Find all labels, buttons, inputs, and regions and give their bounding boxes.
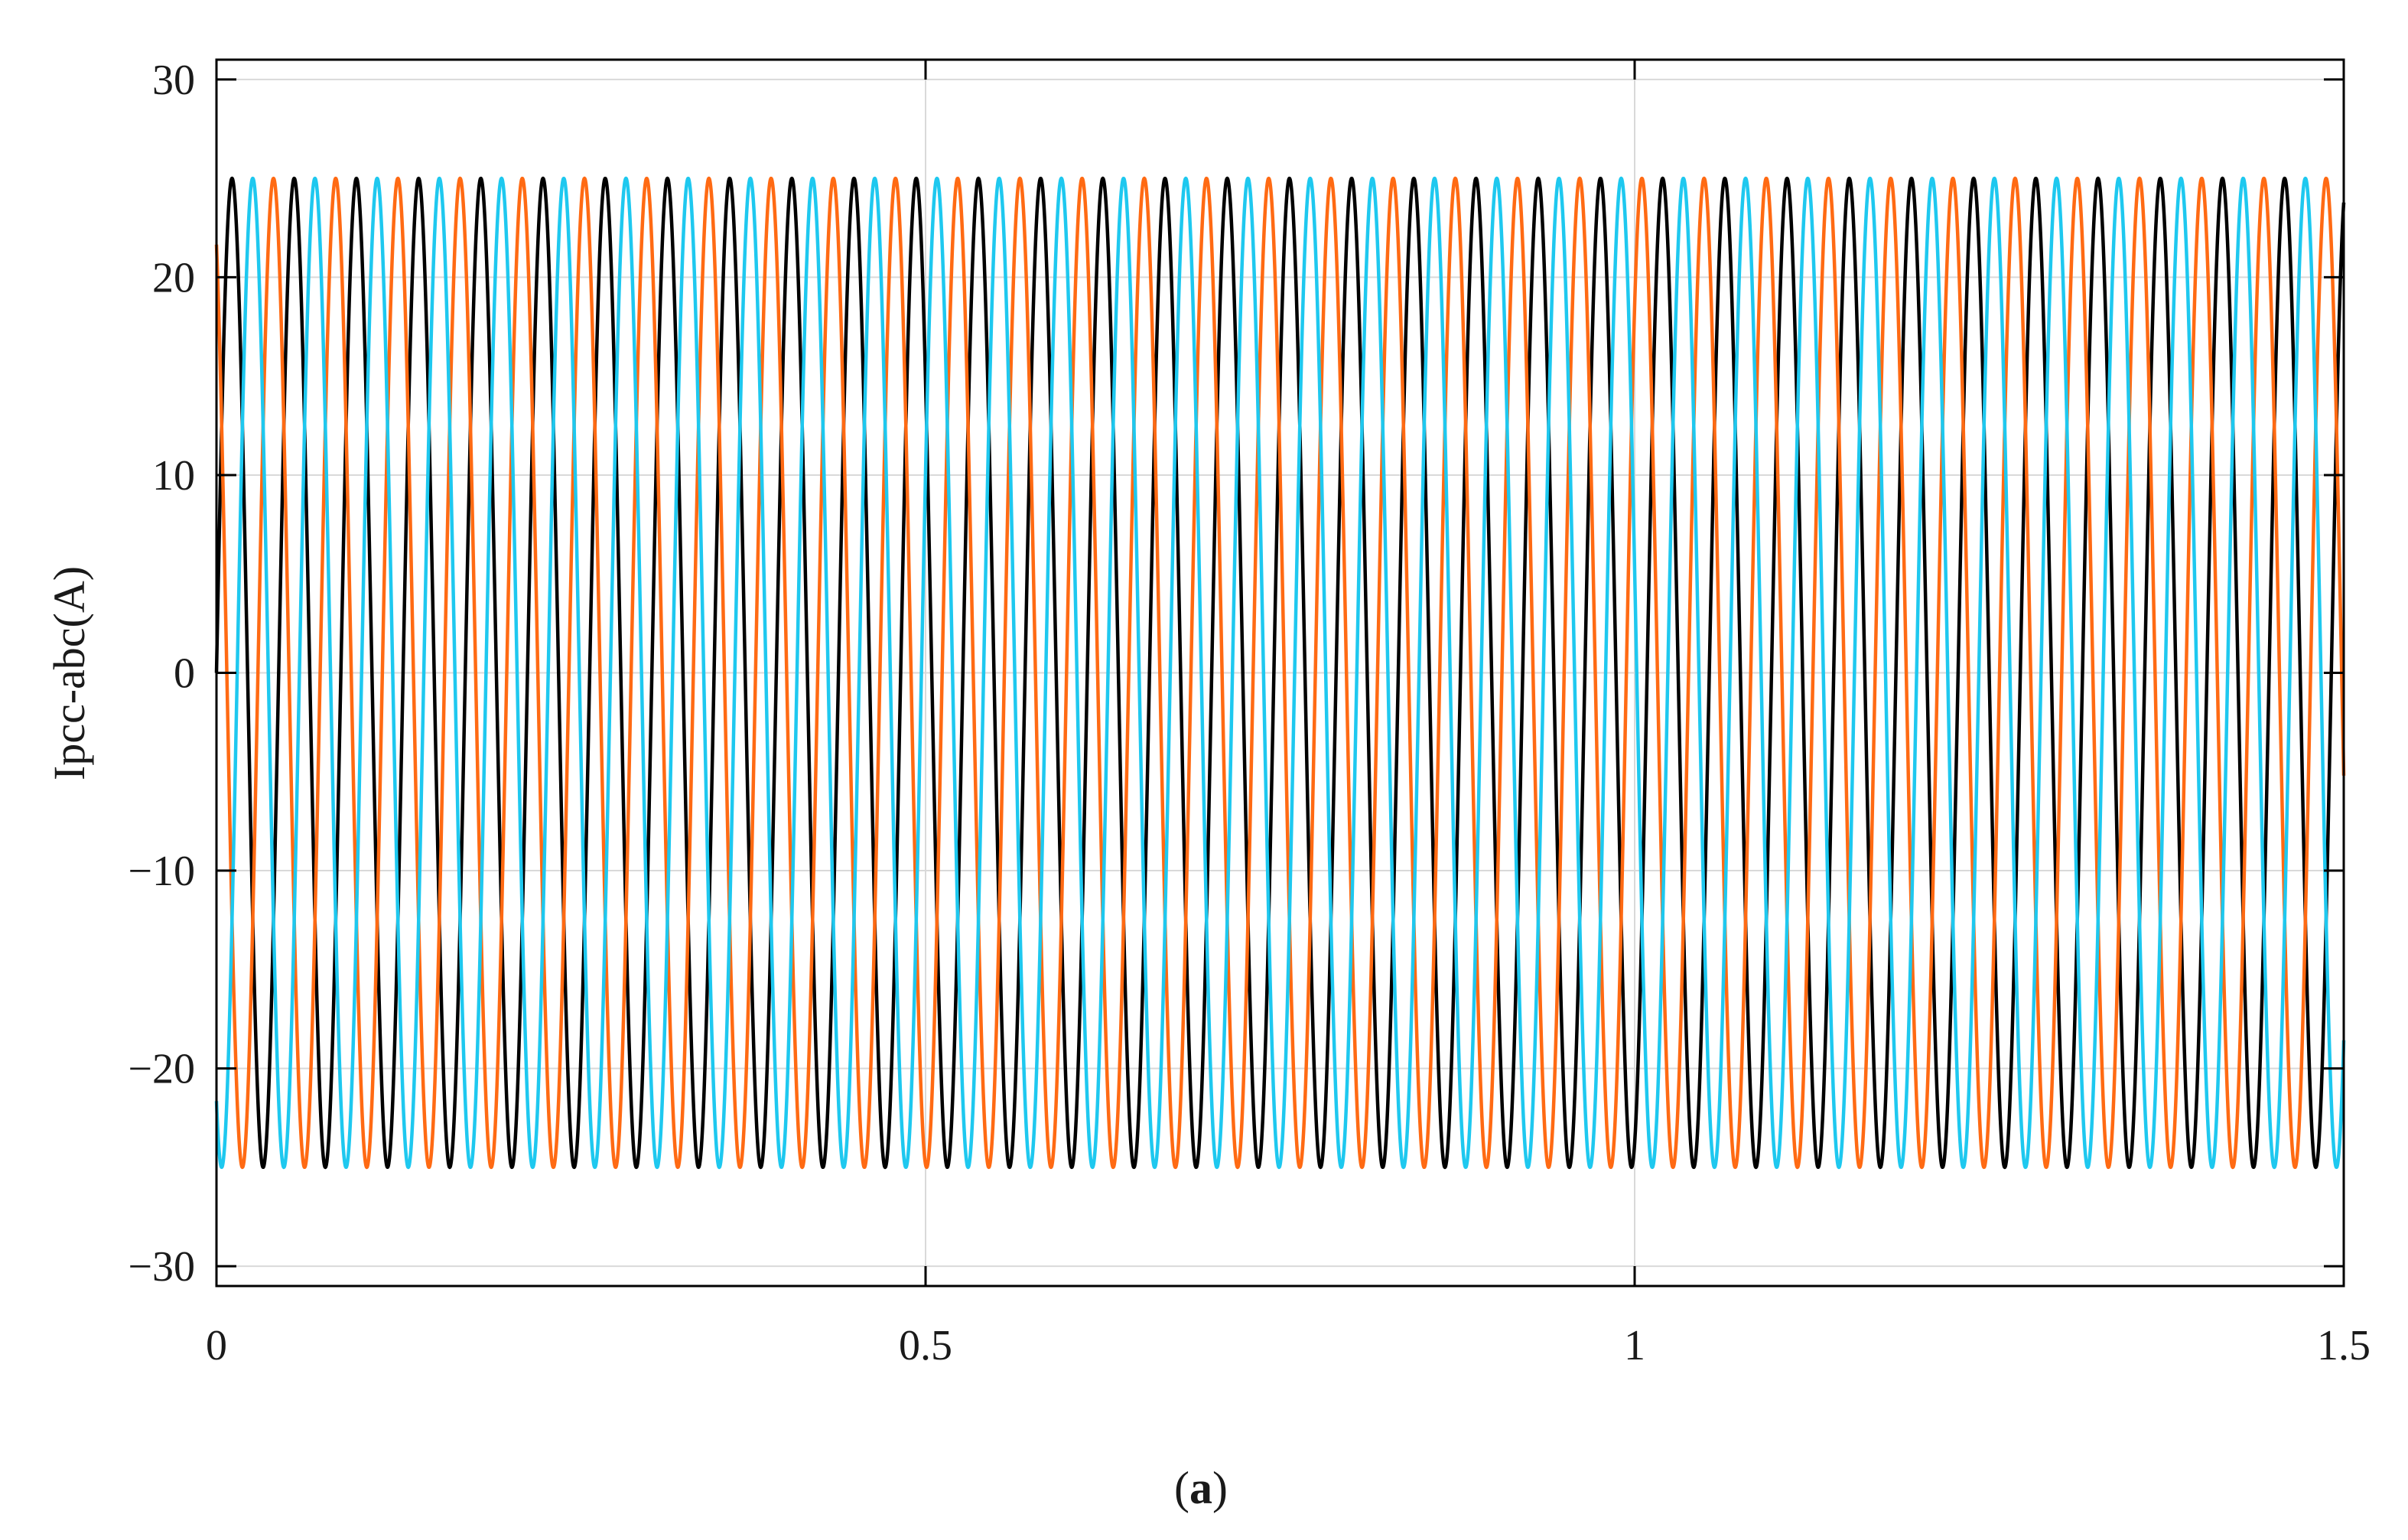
y-tick-label: 0: [174, 650, 195, 698]
series-line-3: [214, 176, 2346, 1170]
x-tick-label: 1.5: [2317, 1322, 2371, 1369]
figure-caption: (a): [1174, 1463, 1228, 1513]
y-tick-label: −10: [128, 848, 195, 895]
y-tick-label: 20: [152, 254, 195, 301]
y-tick-label: −20: [128, 1046, 195, 1093]
series-lines: [214, 176, 2346, 1170]
series-line-1: [214, 176, 2346, 1170]
y-tick-label: 30: [152, 57, 195, 104]
caption-open: (: [1174, 1463, 1189, 1513]
x-tick-label: 0: [206, 1322, 227, 1369]
caption-close: ): [1212, 1463, 1228, 1513]
y-tick-label: −30: [128, 1243, 195, 1291]
x-tick-label: 1: [1624, 1322, 1645, 1369]
series-line-2: [214, 176, 2346, 1170]
caption-letter: a: [1189, 1463, 1212, 1513]
plot-frame: [215, 58, 2345, 1288]
x-tick-label: 0.5: [899, 1322, 952, 1369]
y-axis-label: Ipcc-abc(A): [44, 566, 94, 780]
y-tick-label: 10: [152, 452, 195, 500]
